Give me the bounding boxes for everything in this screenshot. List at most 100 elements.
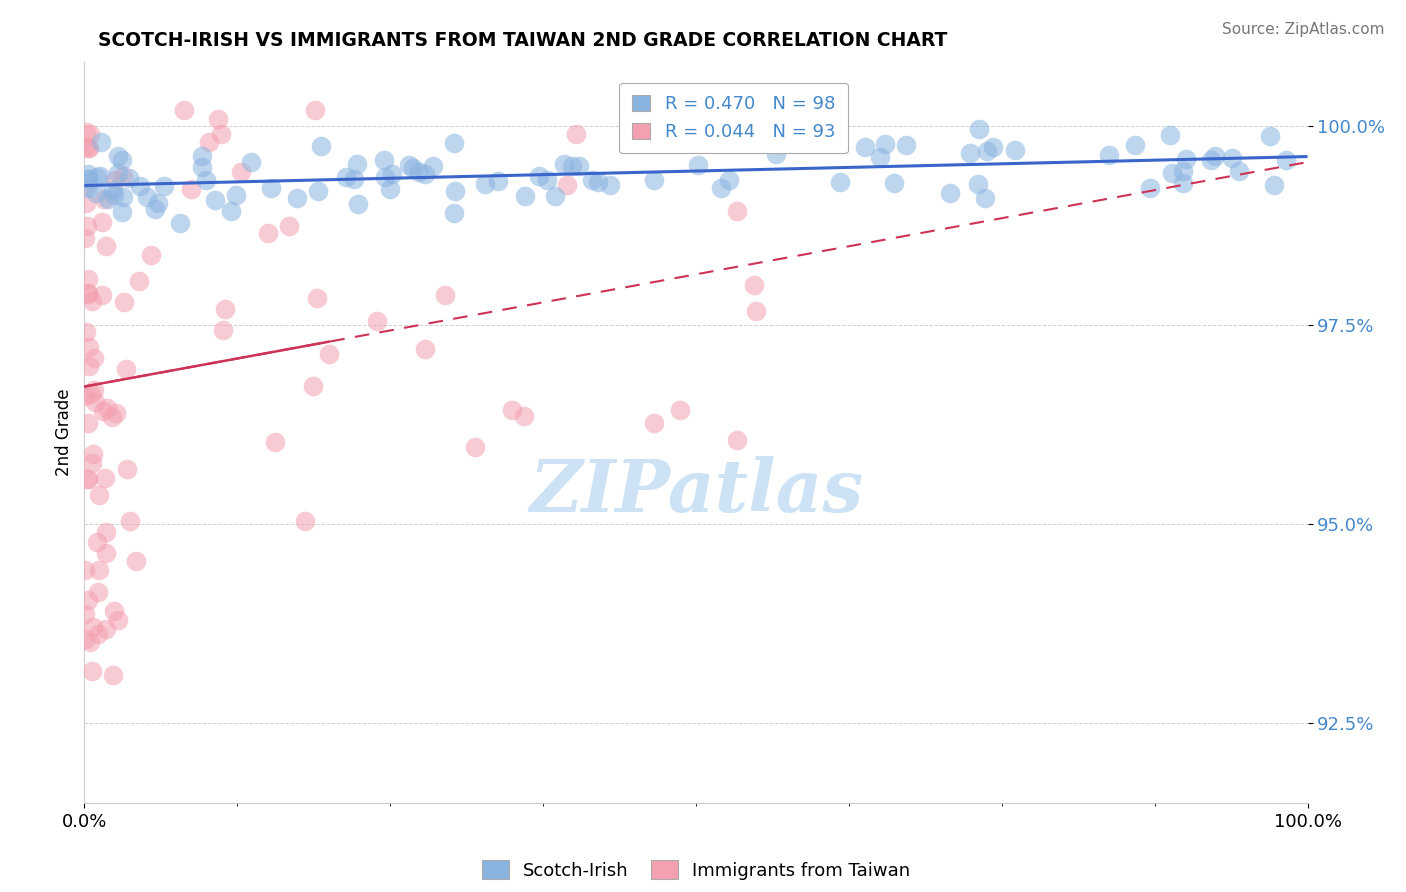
Point xyxy=(883,176,905,190)
Point xyxy=(169,216,191,230)
Point xyxy=(83,351,105,366)
Y-axis label: 2nd Grade: 2nd Grade xyxy=(55,389,73,476)
Point xyxy=(486,174,509,188)
Point xyxy=(413,167,436,181)
Point xyxy=(129,178,152,193)
Point xyxy=(408,165,430,179)
Point xyxy=(643,416,665,430)
Point xyxy=(207,112,229,127)
Point xyxy=(105,406,128,420)
Point xyxy=(96,622,118,636)
Point xyxy=(240,154,263,169)
Point xyxy=(73,632,96,647)
Point xyxy=(101,183,124,197)
Point xyxy=(190,148,212,162)
Point xyxy=(278,219,301,233)
Point xyxy=(294,514,316,528)
Point xyxy=(257,226,280,240)
Point xyxy=(148,196,170,211)
Point xyxy=(75,178,97,193)
Point xyxy=(981,140,1004,154)
Point xyxy=(568,159,591,173)
Point xyxy=(229,165,252,179)
Point xyxy=(717,172,740,186)
Point xyxy=(141,248,163,262)
Point xyxy=(285,191,308,205)
Point xyxy=(1139,181,1161,195)
Point xyxy=(1159,128,1181,143)
Point xyxy=(96,546,118,560)
Point xyxy=(83,395,105,409)
Point xyxy=(304,103,326,118)
Point xyxy=(77,141,100,155)
Point xyxy=(555,178,578,193)
Point xyxy=(959,146,981,161)
Text: SCOTCH-IRISH VS IMMIGRANTS FROM TAIWAN 2ND GRADE CORRELATION CHART: SCOTCH-IRISH VS IMMIGRANTS FROM TAIWAN 2… xyxy=(98,31,948,50)
Point xyxy=(1161,166,1184,180)
Point xyxy=(214,302,236,317)
Point xyxy=(1174,152,1197,166)
Point xyxy=(1004,143,1026,157)
Point xyxy=(1173,176,1195,190)
Point xyxy=(104,173,127,187)
Point xyxy=(529,169,551,183)
Point xyxy=(967,121,990,136)
Point xyxy=(180,182,202,196)
Point xyxy=(302,379,325,393)
Point xyxy=(77,472,100,486)
Point xyxy=(553,157,575,171)
Point xyxy=(211,323,233,337)
Point xyxy=(77,181,100,195)
Point xyxy=(75,607,97,621)
Point xyxy=(87,488,110,502)
Text: Source: ZipAtlas.com: Source: ZipAtlas.com xyxy=(1222,22,1385,37)
Point xyxy=(107,166,129,180)
Point xyxy=(82,447,104,461)
Point xyxy=(378,182,401,196)
Point xyxy=(464,440,486,454)
Point xyxy=(307,184,329,198)
Point xyxy=(90,135,112,149)
Point xyxy=(86,535,108,549)
Point xyxy=(742,278,765,293)
Point xyxy=(136,190,159,204)
Point xyxy=(103,604,125,618)
Point xyxy=(77,287,100,301)
Point xyxy=(115,462,138,476)
Point xyxy=(1171,163,1194,178)
Point xyxy=(347,196,370,211)
Point xyxy=(87,585,110,599)
Point xyxy=(973,191,995,205)
Point xyxy=(381,167,404,181)
Point xyxy=(112,190,135,204)
Point xyxy=(765,147,787,161)
Point xyxy=(77,141,100,155)
Point xyxy=(153,179,176,194)
Point xyxy=(114,362,136,376)
Point xyxy=(561,159,583,173)
Point xyxy=(80,456,103,470)
Point xyxy=(75,139,97,153)
Point xyxy=(536,173,558,187)
Point xyxy=(307,291,329,305)
Point xyxy=(97,193,120,207)
Point xyxy=(966,177,988,191)
Point xyxy=(828,176,851,190)
Point xyxy=(76,286,98,301)
Point xyxy=(76,472,98,486)
Point xyxy=(710,181,733,195)
Point xyxy=(101,409,124,424)
Point xyxy=(125,554,148,568)
Point xyxy=(112,295,135,310)
Point xyxy=(402,161,425,176)
Point xyxy=(204,194,226,208)
Point xyxy=(96,401,118,415)
Point xyxy=(128,274,150,288)
Point xyxy=(90,288,112,302)
Point xyxy=(260,180,283,194)
Point xyxy=(725,433,748,447)
Point xyxy=(1199,153,1222,167)
Point xyxy=(422,159,444,173)
Point xyxy=(107,149,129,163)
Point xyxy=(94,524,117,539)
